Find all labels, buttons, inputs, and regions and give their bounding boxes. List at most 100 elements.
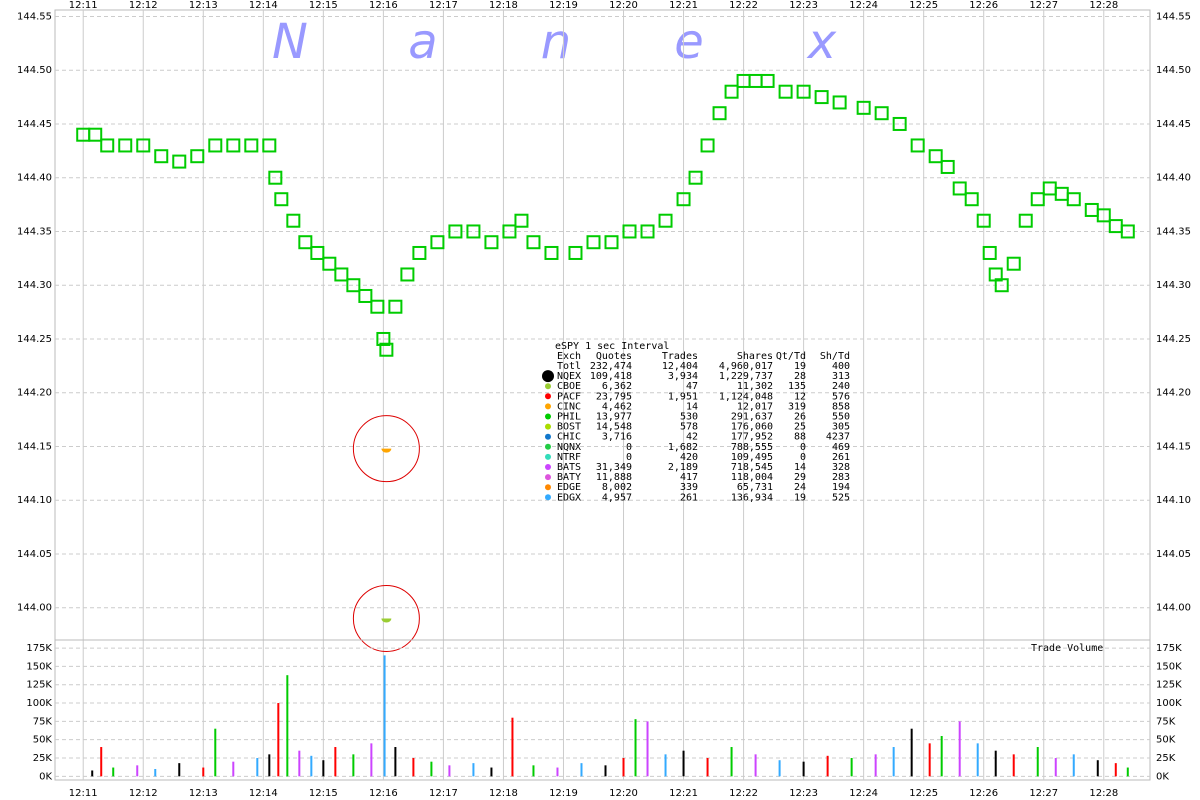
table-header: Sh/Td: [820, 351, 850, 362]
table-cell: 550: [832, 412, 850, 423]
volume-bar: [532, 765, 535, 777]
x-tick-label: 12:15: [309, 0, 338, 11]
trade-point: [928, 149, 943, 164]
y-tick-label: 75K: [33, 716, 53, 727]
x-tick-label: 12:17: [429, 0, 458, 11]
table-cell: 14: [794, 462, 806, 473]
y-tick-label: 144.30: [1156, 280, 1191, 291]
x-tick-label: 12:24: [849, 788, 878, 799]
volume-bar: [1126, 767, 1129, 777]
y-tick-label: 100K: [26, 698, 52, 709]
volume-bar: [1054, 758, 1057, 777]
volume-bar: [826, 755, 829, 777]
table-header: Quotes: [596, 351, 632, 362]
y-tick-label: 0K: [39, 771, 52, 782]
x-tick-label: 12:12: [129, 788, 158, 799]
y-tick-label: 144.05: [1156, 549, 1191, 560]
x-tick-label: 12:28: [1089, 788, 1118, 799]
trade-point: [244, 138, 259, 153]
x-tick-label: 12:22: [729, 0, 758, 11]
trade-point: [400, 267, 415, 282]
table-cell: 1,229,737: [719, 371, 773, 382]
trade-point: [796, 84, 811, 99]
volume-bar: [490, 767, 493, 777]
x-tick-label: 12:23: [789, 0, 818, 11]
table-cell: 26: [794, 412, 806, 423]
table-cell: 3,716: [602, 432, 632, 443]
trade-point: [268, 170, 283, 185]
volume-bar: [232, 761, 235, 777]
y-tick-label: 144.45: [17, 119, 52, 130]
table-cell: PHIL: [557, 412, 581, 423]
table-cell: 109,418: [590, 371, 632, 382]
volume-bar: [910, 728, 913, 777]
trade-point: [412, 245, 427, 260]
trade-point: [286, 213, 301, 228]
trade-point: [544, 245, 559, 260]
volume-bar: [286, 675, 289, 777]
x-tick-label: 12:28: [1089, 0, 1118, 11]
legend-marker: [542, 370, 554, 383]
trade-point: [88, 127, 103, 142]
x-tick-label: 12:14: [249, 788, 278, 799]
trade-point: [658, 213, 673, 228]
table-cell: 19: [794, 361, 806, 372]
x-tick-label: 12:19: [549, 788, 578, 799]
x-tick-label: 12:21: [669, 788, 698, 799]
x-tick-label: 12:20: [609, 788, 638, 799]
y-tick-label: 150K: [26, 661, 52, 672]
volume-bar: [370, 743, 373, 777]
y-tick-label: 144.55: [1156, 11, 1191, 22]
y-tick-label: 144.30: [17, 280, 52, 291]
watermark-letter: x: [806, 14, 837, 70]
table-cell: 261: [832, 452, 850, 463]
trade-point: [940, 159, 955, 174]
volume-bar: [634, 719, 637, 777]
y-tick-label: 175K: [1156, 643, 1182, 654]
trade-point: [379, 342, 394, 357]
volume-bar: [622, 758, 625, 777]
volume-bar: [214, 728, 217, 777]
volume-bar: [706, 758, 709, 777]
table-cell: 0: [626, 452, 632, 463]
y-tick-label: 144.25: [1156, 334, 1191, 345]
legend-marker: [545, 393, 551, 400]
table-cell: 28: [794, 371, 806, 382]
trade-point: [604, 235, 619, 250]
trade-point: [952, 181, 967, 196]
volume-bar: [430, 761, 433, 777]
x-tick-label: 12:25: [909, 0, 938, 11]
table-cell: 291,637: [731, 412, 773, 423]
trade-point: [724, 84, 739, 99]
trade-point: [760, 73, 775, 88]
table-cell: 3,934: [668, 371, 698, 382]
table-cell: 19: [794, 492, 806, 503]
volume-bar: [604, 765, 607, 777]
x-tick-label: 12:16: [369, 0, 398, 11]
table-cell: NQEX: [557, 371, 581, 382]
table-cell: 283: [832, 472, 850, 483]
table-cell: 400: [832, 361, 850, 372]
y-tick-label: 25K: [1156, 753, 1176, 764]
volume-bar: [448, 765, 451, 777]
trade-point: [874, 106, 889, 121]
trade-point: [381, 618, 392, 623]
trade-point: [712, 106, 727, 121]
table-header: Exch: [557, 351, 581, 362]
y-tick-label: 144.50: [1156, 65, 1191, 76]
watermark-letter: e: [674, 14, 704, 70]
watermark-letter: n: [541, 14, 571, 70]
table-cell: 4,462: [602, 401, 632, 412]
table-cell: BATY: [557, 472, 581, 483]
volume-bar: [352, 754, 355, 777]
trade-point: [778, 84, 793, 99]
volume-bar: [178, 763, 181, 777]
volume-bar: [682, 750, 685, 777]
table-cell: 788,555: [731, 442, 773, 453]
trade-point: [310, 245, 325, 260]
x-tick-label: 12:15: [309, 788, 338, 799]
trade-point: [136, 138, 151, 153]
trade-point: [388, 299, 403, 314]
trade-point: [832, 95, 847, 110]
table-cell: 232,474: [590, 361, 632, 372]
